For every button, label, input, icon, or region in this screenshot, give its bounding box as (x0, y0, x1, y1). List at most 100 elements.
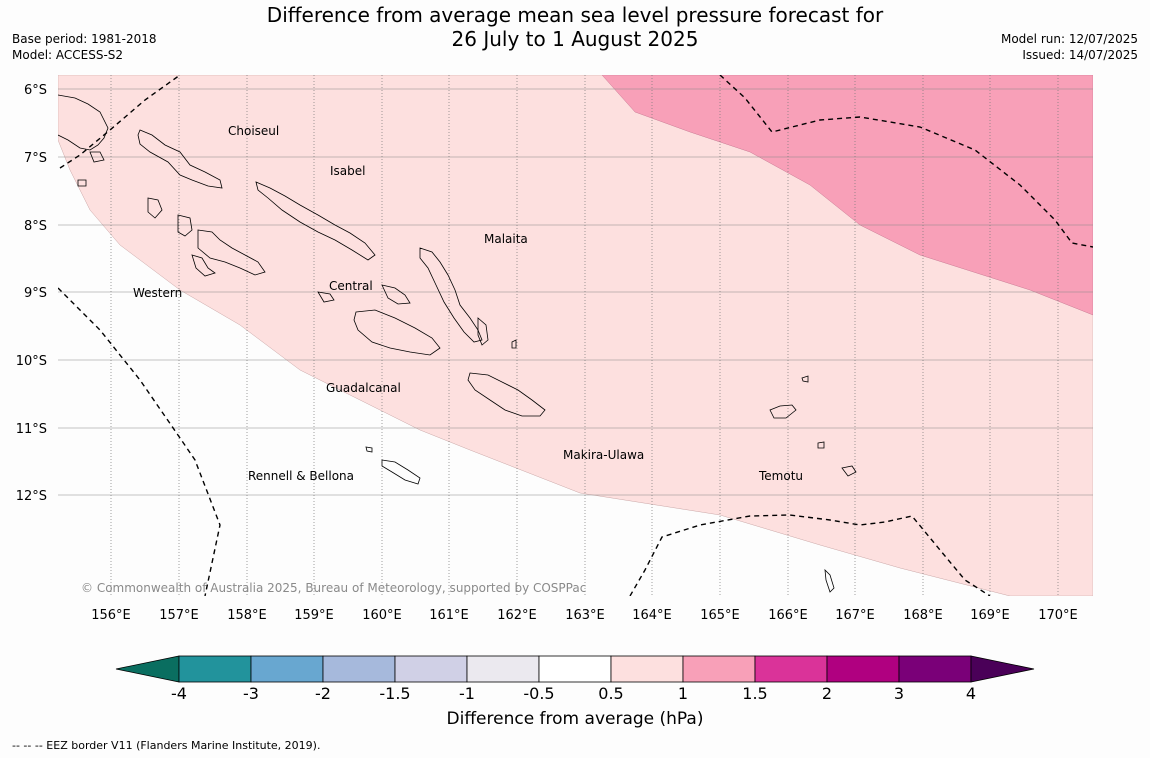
savo-island (317, 291, 335, 303)
colorbar-segment (898, 655, 972, 683)
colorbar-tick: -2 (315, 684, 331, 703)
makira-island (467, 372, 546, 417)
place-label-isabel: Isabel (330, 164, 365, 178)
rennell-island (381, 459, 421, 485)
south-malaita-island (477, 317, 489, 346)
lat-label: 9°S (24, 286, 47, 301)
lon-label: 157°E (159, 608, 199, 623)
colorbar-segment (115, 655, 180, 683)
lon-label: 163°E (565, 608, 605, 623)
lon-label: 162°E (497, 608, 537, 623)
colorbar-tick: 0.5 (598, 684, 623, 703)
vella-lavella-island (197, 229, 266, 276)
anuta-island (824, 568, 835, 593)
colorbar-segment (610, 655, 684, 683)
utupua-island (817, 441, 825, 449)
island-outlines (58, 94, 857, 593)
anomaly-region-0-5-1 (58, 75, 1093, 596)
model-run: Model run: 12/07/2025 (1000, 32, 1138, 46)
malaita-island (419, 247, 483, 343)
sikaiana-island (511, 339, 517, 349)
colorbar-tick: -0.5 (523, 684, 554, 703)
map-title: Difference from average mean sea level p… (0, 3, 1150, 51)
title-line-1: Difference from average mean sea level p… (266, 3, 884, 27)
nggela-island (381, 284, 411, 305)
reef-islands (801, 375, 809, 383)
colorbar-tick: 2 (822, 684, 832, 703)
lon-label: 160°E (362, 608, 402, 623)
vanikoro-island (841, 465, 857, 477)
place-label-western: Western (133, 286, 182, 300)
colorbar-label: Difference from average (hPa) (446, 709, 704, 729)
bellona-island (365, 446, 373, 453)
lon-label: 156°E (91, 608, 131, 623)
colorbar-tick: -3 (243, 684, 259, 703)
issued-date: Issued: 14/07/2025 (1022, 48, 1138, 62)
longitude-labels: 156°E 157°E 158°E 159°E 160°E 161°E 162°… (91, 608, 1078, 623)
meta-right: Model run: 12/07/2025 Issued: 14/07/2025 (1001, 31, 1138, 63)
bougainville-island (58, 94, 109, 151)
place-label-malaita: Malaita (484, 232, 528, 246)
place-label-guadalcanal: Guadalcanal (326, 381, 401, 395)
model-name: Model: ACCESS-S2 (12, 48, 124, 62)
isabel-island (255, 181, 376, 261)
lon-label: 168°E (903, 608, 943, 623)
lat-label: 10°S (16, 354, 47, 369)
province-labels: Choiseul Isabel Malaita Western Central … (133, 124, 803, 483)
lon-label: 159°E (294, 608, 334, 623)
title-line-2: 26 July to 1 August 2025 (451, 27, 699, 51)
shortland-island (89, 151, 105, 163)
latitude-gridlines (58, 88, 1093, 496)
lon-label: 158°E (227, 608, 267, 623)
place-label-makira-ulawa: Makira-Ulawa (563, 448, 644, 462)
place-label-rennell-bellona: Rennell & Bellona (248, 469, 354, 483)
lon-label: 166°E (768, 608, 808, 623)
lon-label: 165°E (700, 608, 740, 623)
lon-label: 170°E (1038, 608, 1078, 623)
place-label-temotu: Temotu (758, 469, 803, 483)
colorbar-tick: -1 (459, 684, 475, 703)
lon-label: 161°E (429, 608, 469, 623)
colorbar-tick: 1.5 (742, 684, 767, 703)
meta-left: Base period: 1981-2018 Model: ACCESS-S2 (12, 31, 157, 63)
latitude-labels: 6°S 7°S 8°S 9°S 10°S 11°S 12°S (16, 83, 47, 504)
guadalcanal-island (353, 309, 441, 356)
eez-border (58, 75, 1093, 596)
colorbar-segment (682, 655, 756, 683)
colorbar-segment (394, 655, 468, 683)
colorbar-tick: -1.5 (379, 684, 410, 703)
place-label-central: Central (329, 279, 373, 293)
colorbar-ticks: -4 -3 -2 -1.5 -1 -0.5 0.5 1 1.5 2 3 4 (171, 684, 976, 703)
lat-label: 12°S (16, 489, 47, 504)
colorbar-tick: -4 (171, 684, 187, 703)
copyright-notice: © Commonwealth of Australia 2025, Bureau… (81, 581, 586, 595)
lon-label: 167°E (835, 608, 875, 623)
colorbar-segment (466, 655, 540, 683)
colorbar-segment (538, 655, 612, 683)
colorbar-tick: 1 (678, 684, 688, 703)
santa-cruz-island (769, 404, 797, 419)
colorbar-segment (322, 655, 396, 683)
lat-label: 6°S (24, 83, 47, 98)
treasury-island (77, 179, 87, 187)
eez-footnote: -- -- -- EEZ border V11 (Flanders Marine… (12, 739, 321, 752)
colorbar-segment (754, 655, 828, 683)
rendova-island (191, 254, 216, 277)
place-label-choiseul: Choiseul (228, 124, 279, 138)
colorbar-segment (826, 655, 900, 683)
colorbar-segment (178, 655, 252, 683)
colorbar-tick: 4 (966, 684, 976, 703)
lat-label: 7°S (24, 151, 47, 166)
colorbar-segment (970, 655, 1035, 683)
lon-label: 164°E (632, 608, 672, 623)
lon-label: 169°E (970, 608, 1010, 623)
map-canvas: 6°S 7°S 8°S 9°S 10°S 11°S 12°S 156°E 157… (16, 75, 1093, 623)
choiseul-island (137, 129, 223, 189)
lat-label: 8°S (24, 219, 47, 234)
colorbar: -4 -3 -2 -1.5 -1 -0.5 0.5 1 1.5 2 3 4 (115, 655, 1035, 703)
colorbar-segment (250, 655, 324, 683)
lat-label: 11°S (16, 422, 47, 437)
base-period: Base period: 1981-2018 (12, 32, 157, 46)
new-georgia-island (177, 214, 193, 237)
kolombangara-island (147, 197, 163, 219)
